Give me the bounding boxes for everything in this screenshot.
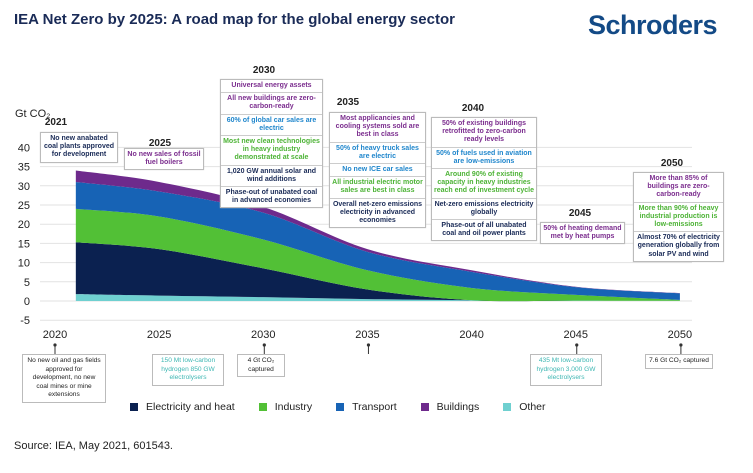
x-tick-label: 2020 [43, 329, 67, 341]
connector-dot [366, 343, 371, 347]
area-industry [75, 208, 680, 302]
source-note: Source: IEA, May 2021, 601543. [14, 440, 173, 452]
bottom-milestone-2020: No new oil and gas fields approved for d… [22, 354, 106, 403]
milestone-item: 50% of fuels used in aviation are low-em… [432, 146, 536, 168]
milestone-item: 60% of global car sales are electric [221, 113, 322, 135]
milestone-year-2040: 2040 [461, 103, 485, 114]
milestone-year-2050: 2050 [660, 158, 684, 169]
milestone-item: More than 85% of buildings are zero-carb… [647, 175, 710, 199]
legend-item: Buildings [420, 401, 480, 413]
legend: Electricity and heat Industry Transport Bui… [130, 401, 570, 413]
x-tick-label: 2045 [564, 329, 588, 341]
y-axis-label: Gt CO₂ [15, 108, 51, 120]
schroders-logo: Schroders [588, 10, 718, 40]
connector-dot [262, 343, 266, 347]
milestone-item: 1,020 GW annual solar and wind additions [221, 164, 322, 186]
milestone-item: 50% of heavy truck sales are electric [330, 141, 425, 163]
y-tick-label: 30 [18, 181, 30, 193]
milestone-box-2035: Most applicancies and cooling systems so… [329, 112, 426, 229]
legend-label: Buildings [436, 401, 480, 413]
legend-label: Industry [274, 401, 313, 413]
legend-label: Other [519, 401, 546, 413]
milestone-item: Around 90% of existing capacity in heavy… [432, 168, 536, 198]
milestone-item: All industrial electric motor sales are … [330, 176, 425, 197]
legend-label: Electricity and heat [146, 401, 235, 413]
legend-item: Other [503, 401, 546, 413]
bottom-milestone-2035: 4 Gt CO₂ captured [237, 354, 285, 377]
y-tick-label: 15 [18, 238, 30, 250]
milestone-year-2021: 2021 [44, 117, 68, 128]
connector-dot [575, 343, 579, 347]
y-tick-label: 35 [18, 162, 30, 174]
x-tick-label: 2035 [355, 329, 379, 341]
milestone-box-2050: More than 85% of buildings are zero-carb… [633, 172, 724, 262]
milestone-item: Most applicancies and cooling systems so… [335, 115, 420, 139]
legend-swatch [503, 403, 512, 411]
x-tick-label: 2050 [668, 329, 692, 341]
legend-swatch [336, 403, 345, 411]
milestone-year-2025: 2025 [148, 138, 172, 149]
milestone-year-2045: 2045 [568, 208, 592, 219]
milestone-box-2030: Universal energy assets All new buildings… [220, 79, 323, 209]
x-tick-label: 2025 [147, 329, 171, 341]
y-tick-label: 5 [24, 277, 30, 289]
milestone-item: Net-zero emissions electricity globally [432, 197, 536, 219]
area-transport [75, 181, 680, 300]
area-other [75, 294, 680, 301]
milestone-item: More than 90% of heavy industrial produc… [634, 201, 723, 232]
milestone-item: Phase-out of unabated coal in advanced e… [221, 186, 322, 207]
y-tick-label: 0 [24, 296, 30, 308]
milestone-year-2030: 2030 [252, 65, 276, 76]
legend-swatch [130, 403, 138, 411]
milestone-box-2021: No new anabated coal plants approved for… [40, 132, 118, 163]
milestone-item: No new sales of fossil fuel boilers [127, 151, 201, 167]
legend-item: Industry [258, 401, 313, 413]
connector-dot [53, 343, 57, 347]
milestone-year-2035: 2035 [336, 97, 360, 108]
milestone-box-2025: No new sales of fossil fuel boilers [124, 148, 204, 171]
legend-item: Transport [336, 401, 397, 413]
milestone-box-2040: 50% of existing buildings retrofitted to… [431, 117, 537, 242]
legend-label: Transport [352, 401, 397, 413]
legend-swatch [258, 403, 267, 411]
legend-swatch [420, 403, 429, 411]
milestone-item: 50% of existing buildings retrofitted to… [441, 120, 526, 144]
x-tick-label: 2040 [459, 329, 483, 341]
milestone-item: Universal energy assets [231, 82, 312, 89]
x-tick-label: 2030 [251, 329, 275, 341]
bottom-milestone-2045: 435 Mt low-carbon hydrogen 3,000 GW elec… [530, 354, 602, 386]
milestone-item: Overall net-zero emissions electricity i… [330, 197, 425, 228]
y-tick-label: 25 [18, 200, 30, 212]
area-electricity-and-heat [75, 242, 680, 302]
milestone-item: All new buildings are zero-carbon-ready [221, 92, 322, 113]
y-tick-label: -5 [20, 315, 30, 327]
milestone-item: Phase-out of all unabated coal and oil p… [432, 219, 536, 240]
milestone-box-2045: 50% of heating demand met by heat pumps [540, 222, 625, 245]
bottom-milestone-2050: 7.6 Gt CO₂ captured [645, 354, 713, 369]
bottom-milestone-2030: 150 Mt low-carbon hydrogen 850 GW electr… [152, 354, 224, 386]
milestone-item: Almost 70% of electricity generation glo… [634, 231, 723, 261]
milestone-item: No new ICE car sales [330, 163, 425, 176]
milestone-item: Most new clean technologies in heavy ind… [221, 135, 322, 165]
y-tick-label: 20 [18, 219, 30, 231]
y-tick-label: 40 [18, 142, 30, 154]
milestone-item: 50% of heating demand met by heat pumps [543, 225, 622, 241]
page-title: IEA Net Zero by 2025: A road map for the… [14, 11, 455, 28]
y-tick-label: 10 [18, 258, 30, 270]
connector-dot [679, 343, 683, 347]
milestone-item: No new anabated coal plants approved for… [43, 135, 115, 159]
legend-item: Electricity and heat [130, 401, 235, 413]
